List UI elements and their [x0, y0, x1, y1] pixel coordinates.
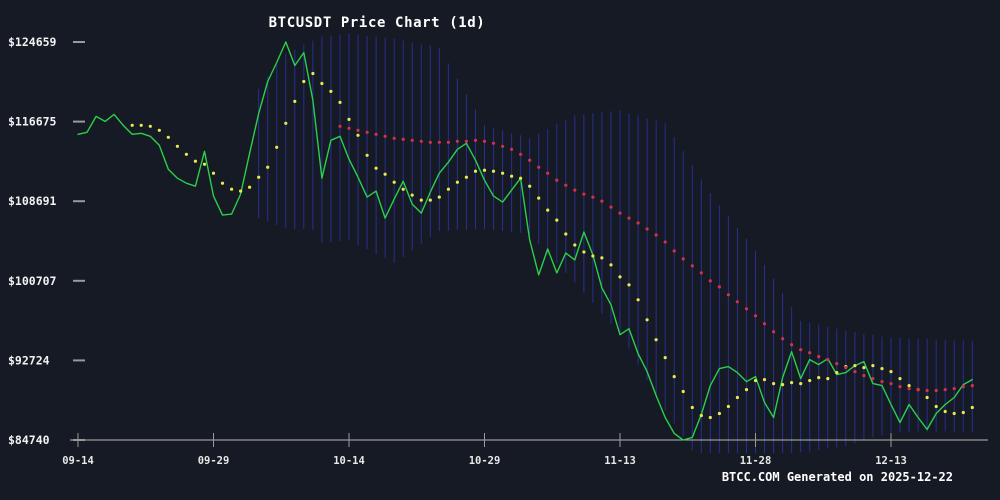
y-axis: $124659 $116675 $108691 $100707 $92724 $84740 [8, 35, 85, 447]
watermark-text: BTCC.COM Generated on 2025-12-22 [721, 470, 953, 484]
y-tick-label: $100707 [8, 274, 57, 288]
chart-title: BTCUSDT Price Chart (1d) [268, 15, 486, 31]
y-tick-label: $84740 [8, 433, 50, 447]
x-axis: 09-14 09-29 10-14 10-29 11-13 11-28 12-13 [62, 433, 988, 467]
x-tick-label: 10-14 [333, 455, 365, 467]
x-tick-label: 09-29 [198, 455, 230, 467]
y-tick-label: $92724 [8, 353, 50, 367]
y-tick-label: $108691 [8, 194, 57, 208]
x-tick-label: 12-13 [875, 455, 907, 467]
x-tick-label: 11-28 [740, 455, 772, 467]
x-tick-label: 10-29 [469, 455, 501, 467]
y-tick-label: $116675 [8, 115, 57, 129]
ma30-dots [338, 124, 974, 393]
volatility-range-bars [258, 33, 973, 453]
y-tick-label: $124659 [8, 35, 57, 49]
ma7-dots [130, 71, 974, 420]
x-tick-label: 09-14 [62, 455, 94, 467]
x-tick-label: 11-13 [604, 455, 636, 467]
close-price-line [77, 41, 973, 441]
